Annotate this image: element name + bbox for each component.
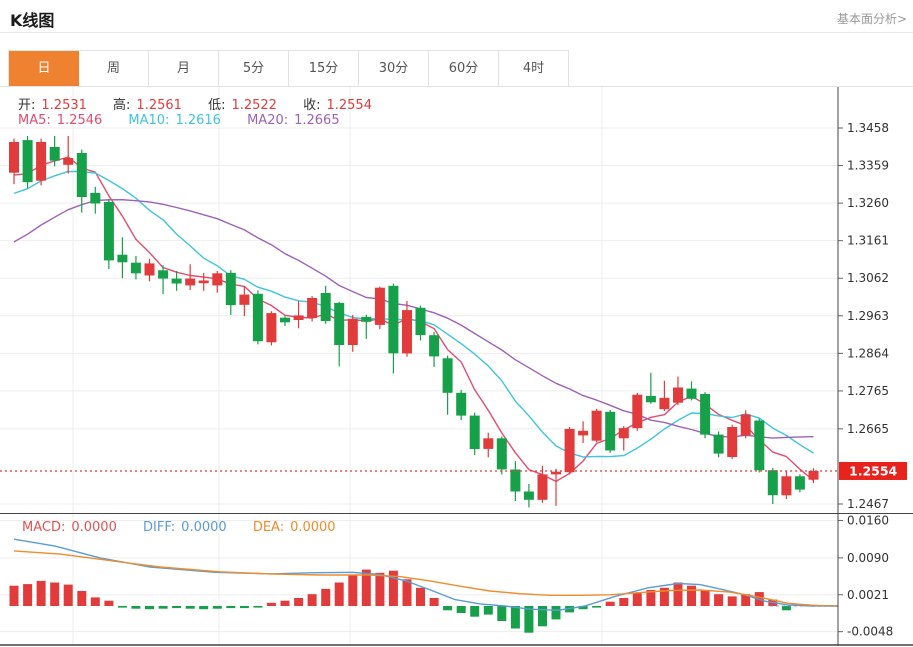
tab-30min[interactable]: 30分 — [359, 51, 429, 87]
tab-60min[interactable]: 60分 — [429, 51, 499, 87]
ma20-label: MA20: — [247, 113, 289, 128]
high-value: 1.2561 — [136, 98, 182, 113]
svg-text:1.3359: 1.3359 — [847, 159, 889, 173]
ma5-value: 1.2546 — [56, 113, 103, 128]
macd-chart[interactable]: 0.0160 0.0090 0.0021 -0.0048 — [0, 513, 913, 646]
low-label: 低: — [208, 98, 226, 113]
header-divider — [0, 32, 913, 33]
diff-label: DIFF: — [143, 520, 176, 535]
macd-label: MACD: — [22, 520, 66, 535]
tab-day[interactable]: 日 — [9, 51, 79, 87]
close-value: 1.2554 — [326, 98, 372, 113]
low-value: 1.2522 — [231, 98, 277, 113]
page-title: K线图 — [10, 11, 55, 30]
open-value: 1.2531 — [41, 98, 87, 113]
tab-month[interactable]: 月 — [149, 51, 219, 87]
svg-text:1.3458: 1.3458 — [847, 121, 889, 135]
svg-text:1.3161: 1.3161 — [847, 234, 889, 248]
tab-15min[interactable]: 15分 — [289, 51, 359, 87]
ma10-label: MA10: — [128, 113, 170, 128]
candlestick-chart[interactable]: 1.3458 1.3359 1.3260 1.3161 1.3062 1.2963 1.28… — [0, 87, 913, 514]
tab-4hour[interactable]: 4时 — [499, 51, 569, 87]
dea-value: 0.0000 — [290, 520, 336, 535]
diff-value: 0.0000 — [181, 520, 227, 535]
macd-legend: MACD: 0.0000 DIFF: 0.0000 DEA: 0.0000 — [22, 520, 342, 535]
tabbar-bottom-border — [0, 86, 913, 87]
svg-text:1.3062: 1.3062 — [847, 271, 889, 285]
fundamental-analysis-link[interactable]: 基本面分析> — [836, 12, 907, 26]
high-label: 高: — [113, 98, 131, 113]
ma10-value: 1.2616 — [175, 113, 221, 128]
dea-label: DEA: — [252, 520, 285, 535]
interval-tab-bar: 日 周 月 5分 15分 30分 60分 4时 — [8, 50, 569, 87]
tab-5min[interactable]: 5分 — [219, 51, 289, 87]
chart-area: 开: 1.2531 高: 1.2561 低: 1.2522 收: 1.2554 MA5:… — [0, 87, 913, 647]
ma5-label: MA5: — [18, 113, 51, 128]
svg-text:1.3260: 1.3260 — [847, 196, 889, 210]
svg-text:0.0021: 0.0021 — [847, 588, 889, 602]
macd-value: 0.0000 — [71, 520, 117, 535]
ma-legend: MA5: 1.2546 MA10: 1.2616 MA20: 1.2665 — [18, 113, 346, 128]
ma20-value: 1.2665 — [294, 113, 340, 128]
svg-text:1.2765: 1.2765 — [847, 384, 889, 398]
close-label: 收: — [303, 98, 321, 113]
svg-text:1.2864: 1.2864 — [847, 346, 889, 360]
svg-text:1.2665: 1.2665 — [847, 422, 889, 436]
open-label: 开: — [18, 98, 36, 113]
svg-text:1.2554: 1.2554 — [849, 463, 898, 478]
ohlc-legend: 开: 1.2531 高: 1.2561 低: 1.2522 收: 1.2554 — [18, 94, 378, 113]
svg-text:0.0090: 0.0090 — [847, 551, 889, 565]
svg-text:1.2467: 1.2467 — [847, 497, 889, 511]
svg-text:1.2963: 1.2963 — [847, 309, 889, 323]
tab-week[interactable]: 周 — [79, 51, 149, 87]
svg-text:-0.0048: -0.0048 — [847, 625, 893, 639]
svg-text:0.0160: 0.0160 — [847, 514, 889, 527]
